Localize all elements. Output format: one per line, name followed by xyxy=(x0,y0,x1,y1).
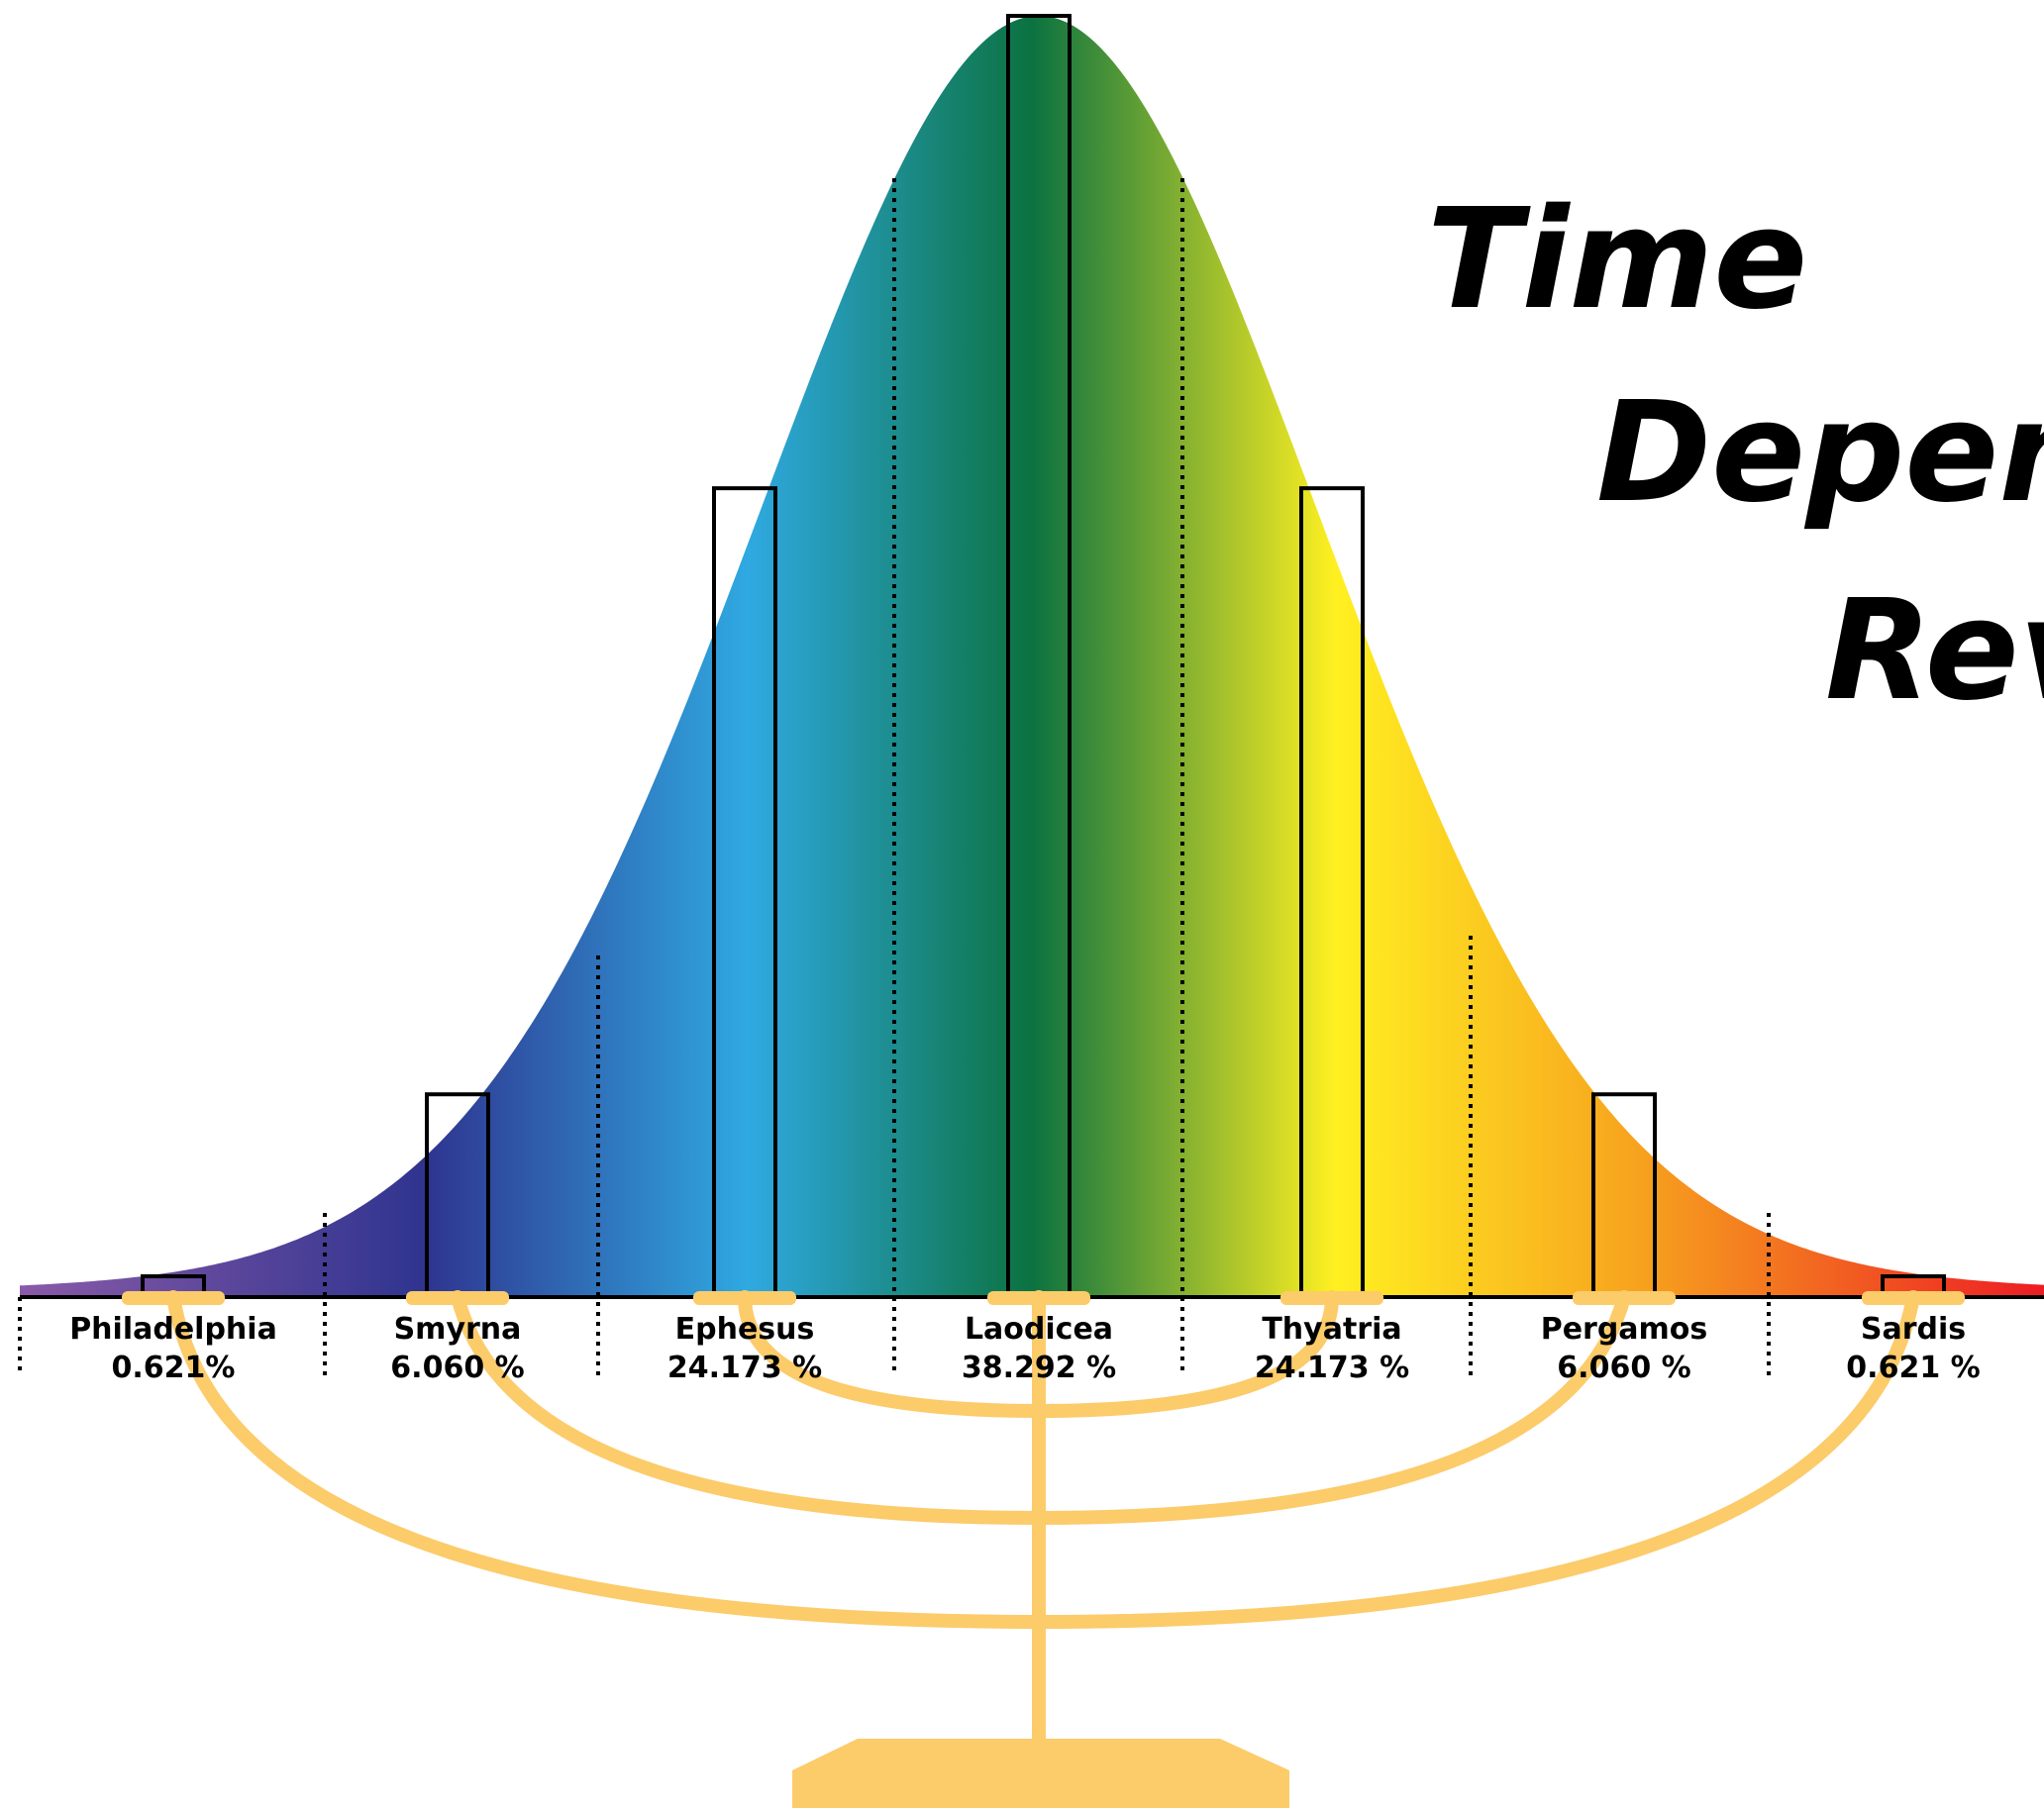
value-label: 24.173 % xyxy=(667,1351,822,1385)
title-line: Time xyxy=(1427,179,1807,341)
title-line: Rev xyxy=(1825,570,2044,732)
value-label: 0.621% xyxy=(112,1351,236,1385)
category-label: Sardis xyxy=(1861,1312,1966,1347)
cup xyxy=(987,1291,1090,1305)
category-label: Smyrna xyxy=(394,1312,522,1347)
value-label: 6.060 % xyxy=(390,1351,524,1385)
value-label: 38.292 % xyxy=(962,1351,1116,1385)
chart: Time Depen Rev Philadelphia 0.621% Smyrna 6… xyxy=(0,0,2044,1808)
category-label: Laodicea xyxy=(965,1312,1113,1347)
category-label: Pergamos xyxy=(1541,1312,1708,1347)
cup xyxy=(693,1291,796,1305)
category-label: Ephesus xyxy=(675,1312,815,1347)
cup xyxy=(406,1291,509,1305)
category-label: Philadelphia xyxy=(69,1312,277,1347)
cup xyxy=(1573,1291,1676,1305)
value-label: 6.060 % xyxy=(1557,1351,1690,1385)
cup xyxy=(122,1291,225,1305)
title-line: Depen xyxy=(1596,372,2044,534)
cup xyxy=(1862,1291,1965,1305)
value-label: 0.621 % xyxy=(1846,1351,1980,1385)
value-label: 24.173 % xyxy=(1255,1351,1409,1385)
category-label: Thyatria xyxy=(1262,1312,1401,1347)
cup xyxy=(1280,1291,1383,1305)
